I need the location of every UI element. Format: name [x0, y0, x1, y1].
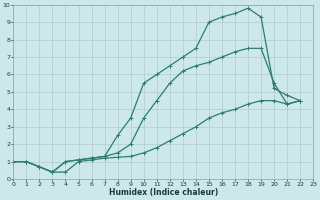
X-axis label: Humidex (Indice chaleur): Humidex (Indice chaleur) — [108, 188, 218, 197]
